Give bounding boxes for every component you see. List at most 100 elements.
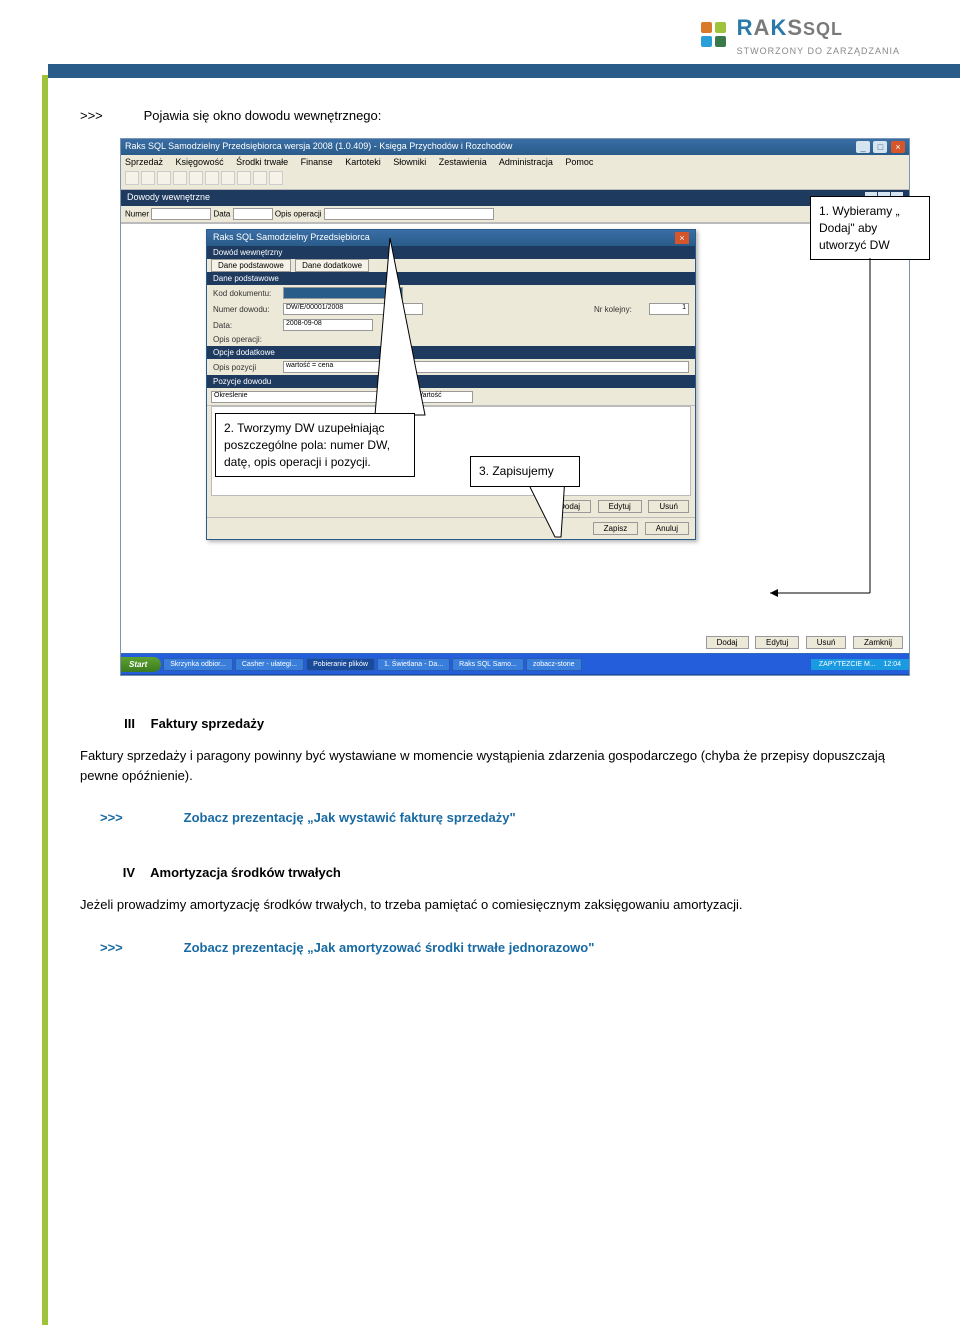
field-label: Opis pozycji <box>213 363 283 372</box>
header-blue-bar <box>48 64 960 78</box>
grid-col: Wartość <box>413 391 473 403</box>
link-2-arrows: >>> <box>100 940 180 955</box>
menu-item[interactable]: Sprzedaż <box>125 157 163 167</box>
toolbar-icon[interactable] <box>141 171 155 185</box>
header-logo-area: RAKSSQL STWORZONY DO ZARZĄDZANIA <box>0 0 960 64</box>
app-title: Raks SQL Samodzielny Przedsiębiorca wers… <box>125 141 512 153</box>
toolbar-icon[interactable] <box>157 171 171 185</box>
menu-item[interactable]: Pomoc <box>565 157 593 167</box>
toolbar-icon[interactable] <box>173 171 187 185</box>
task-item[interactable]: Pobieranie plików <box>306 658 375 671</box>
section-3-roman: III <box>80 716 135 731</box>
menu-item[interactable]: Administracja <box>499 157 553 167</box>
callout-1: 1. Wybieramy „ Dodaj" aby utworzyć DW <box>810 196 930 260</box>
grid-col: Określenie <box>211 391 411 403</box>
filter-input[interactable] <box>324 208 494 220</box>
field-input[interactable]: 1 <box>649 303 689 315</box>
add-button[interactable]: Dodaj <box>706 636 749 649</box>
task-item[interactable]: Casher - ułategi... <box>235 658 304 671</box>
link-1-arrows: >>> <box>100 810 180 825</box>
section-hdr: Pozycje dowodu <box>207 375 695 388</box>
page-content: >>> Pojawia się okno dowodu wewnętrznego… <box>0 78 960 1010</box>
dialog-titlebar: Raks SQL Samodzielny Przedsiębiorca × <box>207 230 695 246</box>
dialog-grid-buttons: Dodaj Edytuj Usuń <box>207 496 695 517</box>
logo-tagline: STWORZONY DO ZARZĄDZANIA <box>737 46 900 56</box>
app-window: Raks SQL Samodzielny Przedsiębiorca wers… <box>120 138 910 676</box>
filter-input[interactable] <box>233 208 273 220</box>
field-input[interactable]: wartość = cena <box>283 361 689 373</box>
cancel-button[interactable]: Anuluj <box>645 522 689 535</box>
tab[interactable]: Dane podstawowe <box>211 259 291 272</box>
callout-2: 2. Tworzymy DW uzupełniając poszczególne… <box>215 413 415 477</box>
link-2-text[interactable]: Zobacz prezentację „Jak amortyzować środ… <box>184 940 595 955</box>
toolbar-icon[interactable] <box>253 171 267 185</box>
menubar: Sprzedaż Księgowość Środki trwałe Finans… <box>121 155 909 169</box>
close-button[interactable]: Zamknij <box>853 636 903 649</box>
grid-delete-button[interactable]: Usuń <box>648 500 689 513</box>
tab[interactable]: Dane dodatkowe <box>295 259 369 272</box>
dialog: Raks SQL Samodzielny Przedsiębiorca × Do… <box>206 229 696 540</box>
dialog-close-icon[interactable]: × <box>675 232 689 244</box>
field-label: Numer dowodu: <box>213 305 283 314</box>
clock: 12:04 <box>883 661 901 668</box>
dialog-header: Dowód wewnętrzny <box>207 246 695 259</box>
section-4-title: Amortyzacja środków trwałych <box>150 865 341 880</box>
field-label: Kod dokumentu: <box>213 289 283 298</box>
maximize-icon[interactable]: □ <box>873 141 887 153</box>
dialog-footer-buttons: Zapisz Anuluj <box>207 517 695 539</box>
field-label: Nr kolejny: <box>594 305 649 314</box>
section-4-para: Jeżeli prowadzimy amortyzację środków tr… <box>80 895 900 915</box>
menu-item[interactable]: Finanse <box>301 157 333 167</box>
section-3-heading: III Faktury sprzedaży <box>80 716 900 731</box>
section-hdr: Opcje dodatkowe <box>207 346 695 359</box>
menu-item[interactable]: Księgowość <box>176 157 224 167</box>
toolbar-icon[interactable] <box>125 171 139 185</box>
filter-label: Data <box>213 210 230 219</box>
grid-edit-button[interactable]: Edytuj <box>598 500 642 513</box>
toolbar-icon[interactable] <box>221 171 235 185</box>
link-1-text[interactable]: Zobacz prezentację „Jak wystawić fakturę… <box>184 810 516 825</box>
task-item[interactable]: Raks SQL Samo... <box>452 658 524 671</box>
start-button[interactable]: Start <box>121 657 161 672</box>
tray-item[interactable]: ZAPYTEZCIE M... <box>819 661 876 668</box>
intro-step: >>> Pojawia się okno dowodu wewnętrznego… <box>80 108 900 123</box>
link-2: >>> Zobacz prezentację „Jak amortyzować … <box>80 940 900 955</box>
task-item[interactable]: zobacz-stone <box>526 658 582 671</box>
task-item[interactable]: 1. Świetlana - Da... <box>377 658 450 671</box>
link-1: >>> Zobacz prezentację „Jak wystawić fak… <box>80 810 900 825</box>
window-controls: _ □ × <box>855 141 905 153</box>
side-green-bar <box>42 75 48 1325</box>
filter-input[interactable] <box>151 208 211 220</box>
logo-wordmark: RAKSSQL <box>737 15 843 40</box>
list-title: Dowody wewnętrzne <box>127 192 210 204</box>
toolbar-icon[interactable] <box>189 171 203 185</box>
dialog-tabs: Dane podstawowe Dane dodatkowe <box>207 259 695 272</box>
screenshot: Raks SQL Samodzielny Przedsiębiorca wers… <box>120 138 910 676</box>
dialog-title: Raks SQL Samodzielny Przedsiębiorca <box>213 232 370 244</box>
list-footer-buttons: Dodaj Edytuj Usuń Zamknij <box>702 636 903 649</box>
edit-button[interactable]: Edytuj <box>755 636 799 649</box>
field-input[interactable]: DW/E/00001/2008 <box>283 303 423 315</box>
grid-add-button[interactable]: Dodaj <box>548 500 591 513</box>
logo: RAKSSQL STWORZONY DO ZARZĄDZANIA <box>700 15 900 59</box>
toolbar-icon[interactable] <box>269 171 283 185</box>
menu-item[interactable]: Środki trwałe <box>236 157 288 167</box>
field-input[interactable] <box>283 287 403 299</box>
delete-button[interactable]: Usuń <box>806 636 847 649</box>
toolbar-icon[interactable] <box>205 171 219 185</box>
intro-arrows: >>> <box>80 108 140 123</box>
section-3-title: Faktury sprzedaży <box>151 716 264 731</box>
menu-item[interactable]: Kartoteki <box>345 157 381 167</box>
menu-item[interactable]: Zestawienia <box>439 157 487 167</box>
field-label: Opis operacji: <box>213 335 283 344</box>
menu-item[interactable]: Słowniki <box>393 157 426 167</box>
save-button[interactable]: Zapisz <box>593 522 639 535</box>
section-4-heading: IV Amortyzacja środków trwałych <box>80 865 900 880</box>
minimize-icon[interactable]: _ <box>856 141 870 153</box>
task-item[interactable]: Skrzynka odbior... <box>163 658 233 671</box>
intro-text: Pojawia się okno dowodu wewnętrznego: <box>144 108 382 123</box>
close-icon[interactable]: × <box>891 141 905 153</box>
list-header-bar: Dowody wewnętrzne <box>121 190 909 206</box>
toolbar-icon[interactable] <box>237 171 251 185</box>
field-input[interactable]: 2008-09-08 <box>283 319 373 331</box>
